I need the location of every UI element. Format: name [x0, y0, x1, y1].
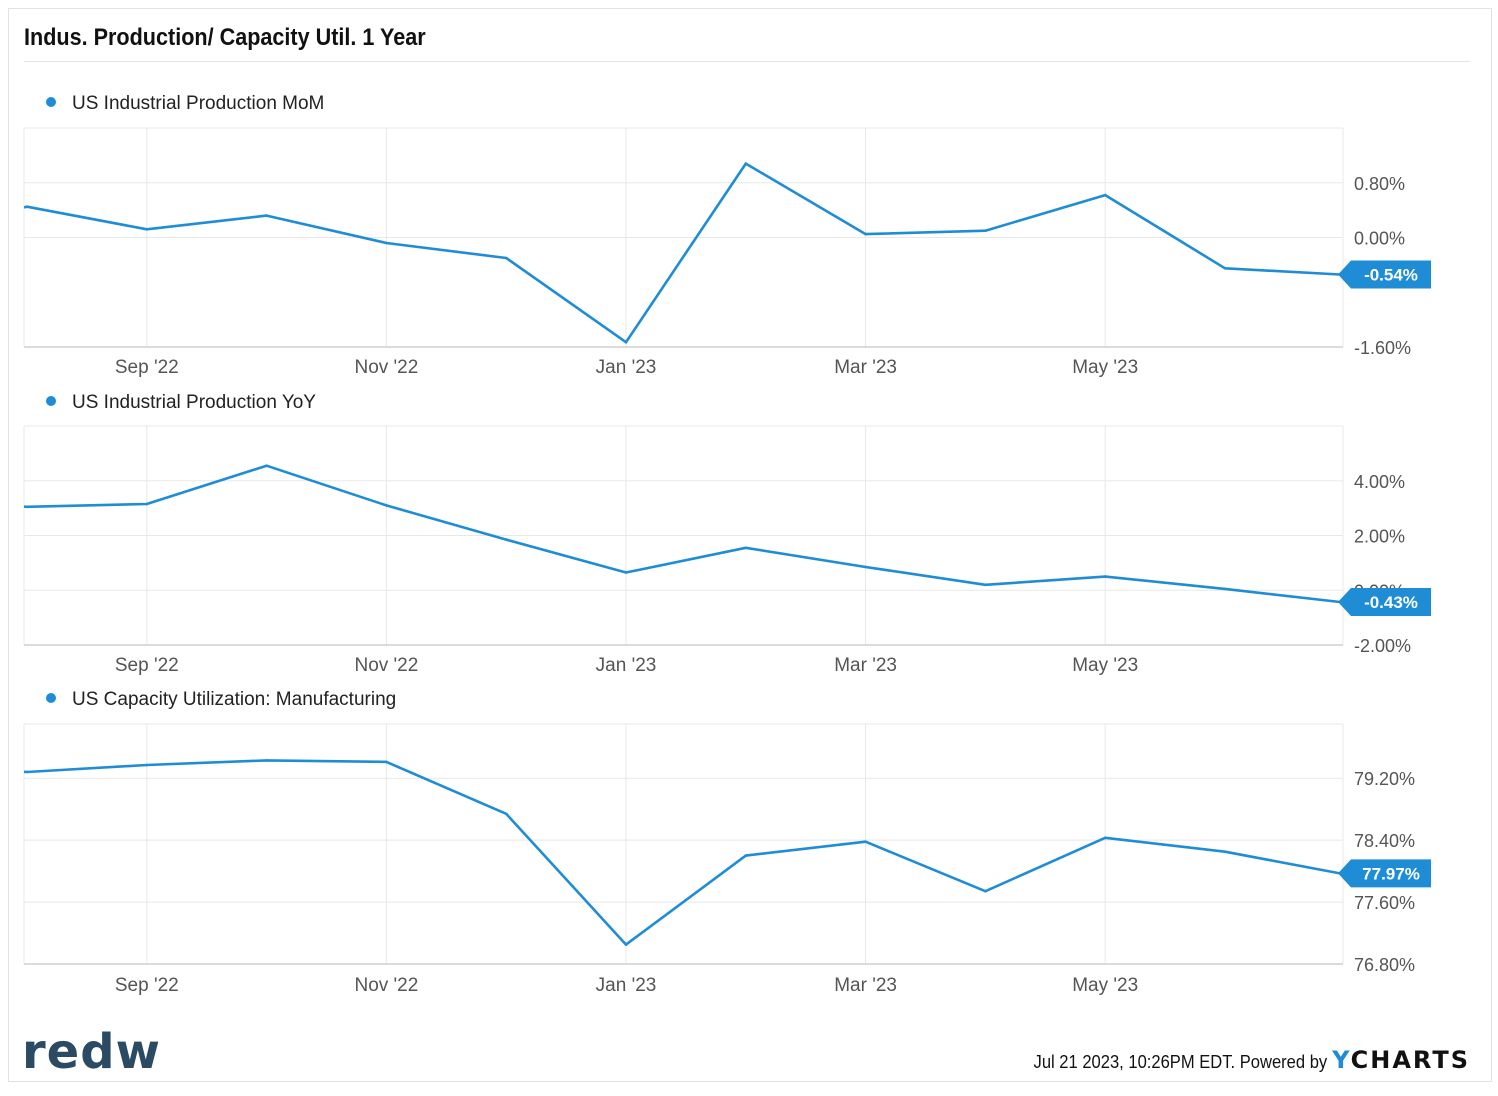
- ycharts-logo-y: Y: [1332, 1046, 1351, 1074]
- y-tick-label: 77.60%: [1354, 893, 1415, 913]
- data-point: [385, 504, 388, 507]
- x-tick-label: Mar '23: [834, 357, 897, 378]
- page-title: Indus. Production/ Capacity Util. 1 Year: [24, 24, 426, 51]
- title-divider: [24, 61, 1470, 62]
- legend-label: US Industrial Production YoY: [72, 392, 316, 413]
- x-tick-label: Sep '22: [115, 975, 179, 996]
- data-point: [864, 840, 867, 843]
- y-tick-label: 2.00%: [1354, 527, 1405, 547]
- ycharts-logo[interactable]: YCHARTS: [1332, 1046, 1470, 1074]
- x-tick-label: Jan '23: [596, 357, 657, 378]
- chart-panel-2: US Industrial Production YoY4.00%2.00%0.…: [23, 392, 1431, 676]
- data-point: [1223, 266, 1227, 270]
- chart-panel-1: US Industrial Production MoM 0.80% 0.00% -1…: [23, 93, 1431, 378]
- y-tick-label: -1.60%: [1354, 338, 1411, 358]
- x-tick-label: Nov '22: [354, 655, 418, 676]
- y-tick-label: 4.00%: [1354, 472, 1405, 492]
- data-point: [25, 505, 29, 509]
- x-tick-label: Sep '22: [115, 655, 179, 676]
- data-point: [1103, 836, 1107, 840]
- brand-logo: redw: [22, 1024, 161, 1080]
- x-tick-label: Nov '22: [354, 975, 418, 996]
- data-point: [504, 538, 508, 541]
- series-line: [24, 162, 1341, 344]
- x-tick-label: May '23: [1072, 655, 1138, 676]
- x-tick-label: May '23: [1072, 975, 1138, 996]
- data-point: [864, 232, 867, 236]
- data-point: [265, 759, 268, 762]
- data-point: [385, 241, 388, 245]
- legend-marker: [46, 97, 56, 107]
- data-point: [744, 546, 748, 550]
- footer-timestamp: Jul 21 2023, 10:26PM EDT. Powered by: [1033, 1052, 1328, 1072]
- data-point: [624, 340, 628, 344]
- chart-panel-3: US Capacity Utilization: Manufacturing 79…: [23, 689, 1431, 996]
- legend-marker: [46, 396, 56, 406]
- y-tick-label: 79.20%: [1354, 769, 1415, 789]
- data-point: [984, 889, 987, 893]
- legend-marker: [46, 693, 56, 703]
- legend-label: US Industrial Production MoM: [72, 93, 324, 114]
- data-point: [864, 565, 867, 569]
- ycharts-logo-text: CHARTS: [1350, 1046, 1470, 1074]
- last-value-badge: [1338, 260, 1431, 289]
- data-point: [265, 464, 268, 467]
- x-tick-label: Sep '22: [115, 357, 179, 378]
- last-value-label: 77.97%: [1362, 864, 1420, 883]
- y-tick-label: 76.80%: [1354, 955, 1415, 975]
- legend-label: US Capacity Utilization: Manufacturing: [72, 689, 396, 710]
- data-point: [145, 502, 149, 506]
- last-value-badge: [1338, 588, 1431, 617]
- data-point: [744, 854, 748, 857]
- data-point: [984, 583, 987, 587]
- data-point: [25, 770, 29, 774]
- x-tick-label: Jan '23: [596, 975, 657, 996]
- y-tick-label: -2.00%: [1354, 636, 1411, 656]
- data-point: [265, 214, 268, 217]
- last-value-badge: [1338, 859, 1431, 888]
- data-point: [504, 256, 508, 260]
- data-point: [1223, 850, 1227, 854]
- last-value-label: -0.43%: [1364, 593, 1418, 612]
- y-tick-label: 0.00%: [1354, 229, 1405, 249]
- series-line: [24, 759, 1341, 946]
- data-point: [1223, 587, 1227, 591]
- x-tick-label: Jan '23: [596, 655, 657, 676]
- data-point: [145, 227, 149, 231]
- x-tick-label: Nov '22: [354, 357, 418, 378]
- y-tick-label: 78.40%: [1354, 831, 1415, 851]
- series-line: [24, 464, 1341, 604]
- x-tick-label: Mar '23: [834, 655, 897, 676]
- last-value-label: -0.54%: [1364, 265, 1418, 284]
- data-point: [385, 760, 388, 764]
- data-point: [984, 229, 987, 232]
- data-point: [624, 571, 628, 574]
- data-point: [25, 205, 29, 209]
- chart-card: [8, 8, 1492, 1082]
- data-point: [1103, 193, 1107, 197]
- data-point: [624, 943, 628, 946]
- x-tick-label: Mar '23: [834, 975, 897, 996]
- x-tick-label: May '23: [1072, 357, 1138, 378]
- data-point: [744, 162, 748, 165]
- footer: Jul 21 2023, 10:26PM EDT. Powered by YCH…: [1008, 1046, 1470, 1074]
- data-point: [504, 812, 508, 816]
- data-point: [145, 763, 149, 767]
- y-tick-label: 0.80%: [1354, 174, 1405, 194]
- data-point: [1103, 575, 1107, 578]
